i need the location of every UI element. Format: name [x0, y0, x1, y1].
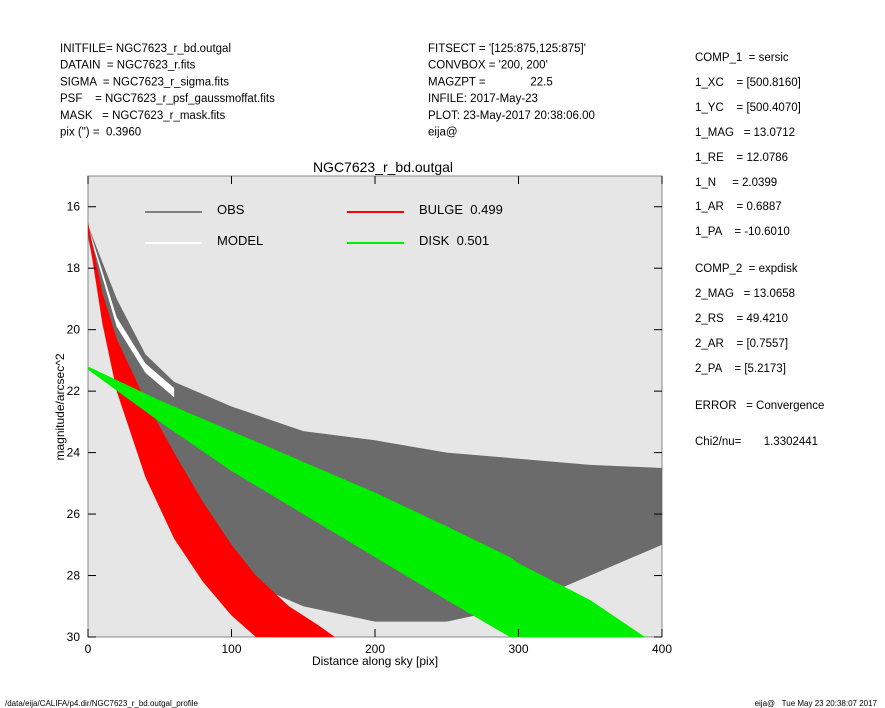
x-tick-label: 300: [508, 642, 528, 656]
y-tick-label: 16: [67, 200, 81, 214]
header-info: eija@: [428, 127, 458, 139]
legend-label: BULGE 0.499: [419, 202, 503, 217]
x-tick-label: 400: [652, 642, 672, 656]
fit-parameter: 2_PA = [5.2173]: [695, 363, 786, 375]
y-tick-label: 22: [67, 384, 81, 398]
header-info: MAGZPT = 22.5: [428, 76, 553, 88]
x-tick-label: 100: [221, 642, 241, 656]
x-tick-label: 0: [85, 642, 92, 656]
fit-parameter: 1_MAG = 13.0712: [695, 127, 795, 139]
y-tick-label: 26: [67, 507, 81, 521]
fit-parameter: ERROR = Convergence: [695, 400, 824, 412]
fit-parameter: COMP_1 = sersic: [695, 52, 789, 64]
fit-parameter: 1_RE = 12.0786: [695, 152, 788, 164]
fit-parameter: 2_RS = 49.4210: [695, 313, 788, 325]
footer-right: eija@ Tue May 23 20:38:07 2017: [755, 699, 878, 708]
header-info: PLOT: 23-May-2017 20:38:06.00: [428, 110, 595, 122]
chart-title: NGC7623_r_bd.outgal: [313, 159, 453, 175]
y-tick-label: 24: [67, 446, 81, 460]
band: [88, 366, 645, 637]
y-tick-label: 30: [67, 630, 81, 644]
fit-parameter: 1_AR = 0.6887: [695, 201, 782, 213]
fit-parameter: 2_AR = [0.7557]: [695, 338, 788, 350]
band: [88, 222, 335, 637]
fit-parameter: 1_N = 2.0399: [695, 177, 777, 189]
y-tick-label: 18: [67, 261, 81, 275]
plot-content: [88, 222, 662, 637]
header-info: INFILE: 2017-May-23: [428, 93, 538, 105]
fit-parameter: 1_YC = [500.4070]: [695, 102, 801, 114]
fit-parameter: 2_MAG = 13.0658: [695, 288, 795, 300]
footer-left: /data/eija/CALIFA/p4.dir/NGC7623_r_bd.ou…: [5, 699, 199, 708]
y-tick-label: 20: [67, 323, 81, 337]
legend-label: MODEL: [217, 233, 263, 248]
fit-parameter: 1_PA = -10.6010: [695, 226, 790, 238]
legend-label: DISK 0.501: [419, 233, 489, 248]
x-tick-label: 200: [365, 642, 385, 656]
y-axis-label: magnitude/arcsec^2: [53, 353, 67, 460]
y-tick-label: 28: [67, 569, 81, 583]
header-info: MASK = NGC7623_r_mask.fits: [60, 110, 225, 122]
header-info: INITFILE= NGC7623_r_bd.outgal: [60, 43, 231, 55]
header-info: CONVBOX = '200, 200': [428, 60, 548, 72]
band: [88, 225, 662, 622]
header-info: DATAIN = NGC7623_r.fits: [60, 60, 196, 72]
x-axis-label: Distance along sky [pix]: [312, 654, 438, 668]
legend-label: OBS: [217, 202, 245, 217]
header-info: FITSECT = '[125:875,125:875]': [428, 43, 586, 55]
header-info: PSF = NGC7623_r_psf_gaussmoffat.fits: [60, 93, 275, 105]
fit-parameter: Chi2/nu= 1.3302441: [695, 436, 818, 448]
header-info: SIGMA = NGC7623_r_sigma.fits: [60, 76, 229, 88]
fit-parameter: COMP_2 = expdisk: [695, 263, 798, 275]
fit-parameter: 1_XC = [500.8160]: [695, 77, 801, 89]
header-info: pix (") = 0.3960: [60, 127, 141, 139]
